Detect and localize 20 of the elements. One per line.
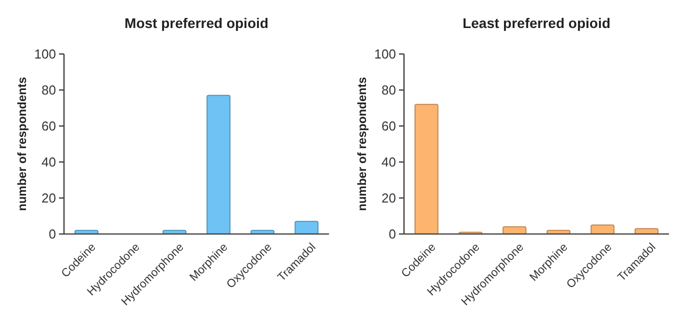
y-tick-label: 40 [382,154,396,170]
bar [414,104,438,234]
y-tick-label: 0 [388,226,396,242]
y-tick-label: 0 [48,226,56,242]
y-tick-label: 100 [34,46,56,62]
y-tick-label: 100 [374,46,396,62]
bar [590,224,614,234]
y-tick-label: 60 [42,118,56,134]
bar [206,94,230,234]
y-axis-title: number of respondents [355,76,369,212]
y-tick-label: 80 [382,82,396,98]
chart-title: Least preferred opioid [462,15,610,31]
y-tick-label: 60 [382,118,396,134]
y-tick-label: 20 [42,190,56,206]
y-axis-title: number of respondents [15,76,29,212]
y-tick-label: 40 [42,154,56,170]
bar [294,220,318,234]
y-tick-label: 80 [42,82,56,98]
y-tick-label: 20 [382,190,396,206]
chart-title: Most preferred opioid [124,15,268,31]
